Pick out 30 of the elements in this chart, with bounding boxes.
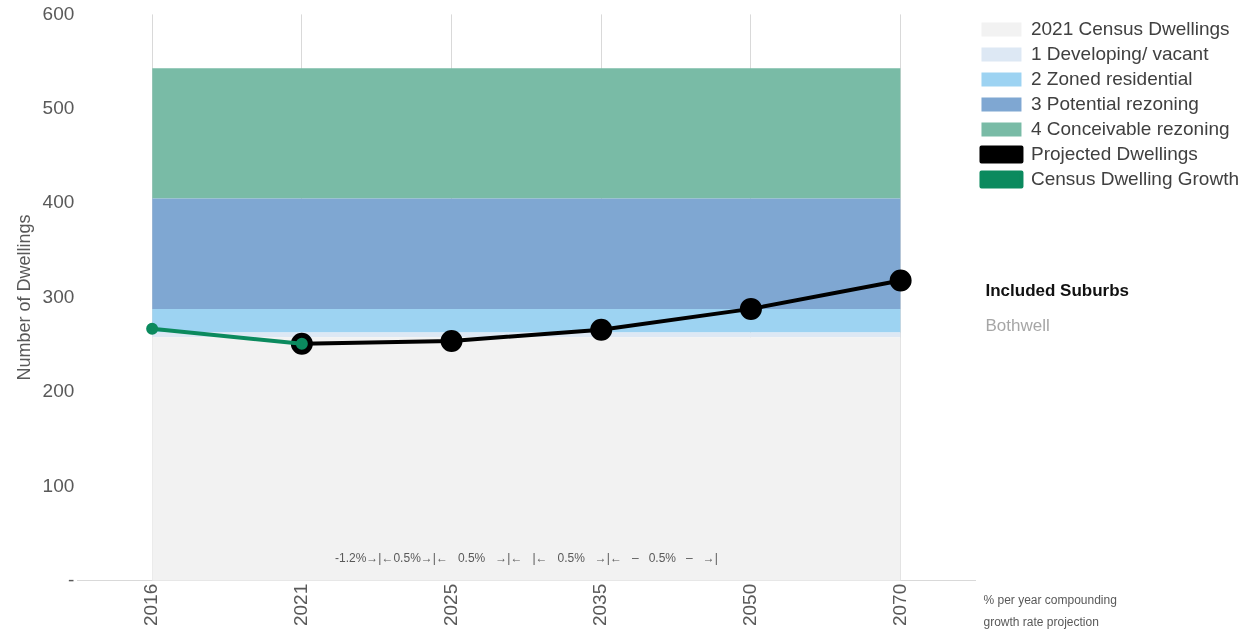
x-tick-label: 2035	[589, 583, 611, 627]
x-tick-label: 2025	[439, 583, 461, 627]
y-axis-title: Number of Dwellings	[13, 214, 34, 381]
text: Bothwell	[985, 316, 1050, 336]
legend-label: Projected Dwellings	[1030, 142, 1198, 164]
y-tick-label: 500	[42, 97, 75, 119]
x-tick-label: 2070	[888, 583, 910, 627]
text: % per year compounding growth rate projection	[983, 593, 1117, 630]
point	[889, 269, 912, 292]
annotation: -1.2%→|←0.5%→|← 0.5% →|← |← 0.5% →|← – 0.5% – →|	[334, 551, 718, 566]
x-tick-label: 2016	[140, 583, 162, 627]
point	[590, 318, 613, 341]
point	[440, 329, 463, 352]
legend-label: 4 Conceivable rezoning	[1030, 117, 1230, 139]
legend-label: 2 Zoned residential	[1030, 67, 1193, 89]
point	[146, 322, 159, 335]
x-tick-label: 2021	[290, 583, 312, 627]
y-tick-label: -	[67, 568, 75, 590]
legend-label: 2021 Census Dwellings	[1030, 17, 1230, 39]
point	[739, 297, 762, 320]
y-tick-label: 100	[42, 474, 75, 496]
legend-label: Census Dwelling Growth	[1030, 167, 1240, 189]
legend-label: 3 Potential rezoning	[1030, 92, 1199, 114]
y-tick-label: 400	[42, 191, 75, 213]
y-tick-label: 600	[42, 2, 75, 24]
x-tick-label: 2050	[739, 583, 761, 627]
y-tick-label: 300	[42, 285, 75, 307]
legend-label: 1 Developing/ vacant	[1030, 42, 1210, 64]
text: Included Suburbs	[985, 281, 1130, 301]
y-tick-label: 200	[42, 380, 75, 402]
